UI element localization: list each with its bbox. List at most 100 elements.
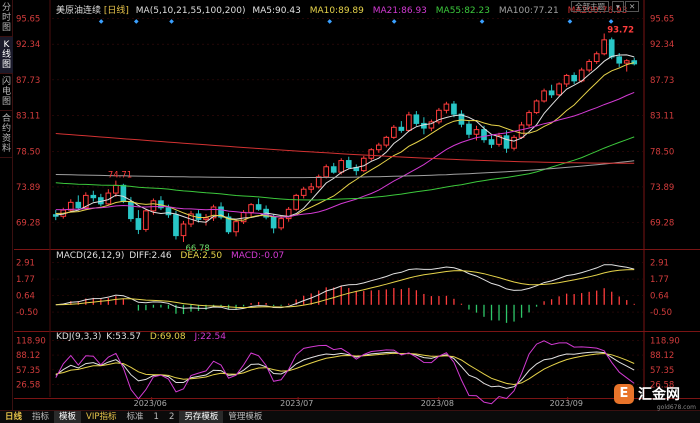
kdj-j-value: J:22.54 (194, 332, 226, 342)
candle-body (563, 74, 570, 85)
kdj-header: KDJ(9,3,3) K:53.57 D:69.08 J:22.54 (56, 332, 226, 342)
price-axis-label-right: 87.73 (650, 76, 674, 86)
kdj-k-value: K:53.57 (106, 332, 141, 342)
event-marker-icon: ◆ (392, 18, 397, 25)
candle-body (173, 214, 179, 237)
candle-body (150, 200, 157, 212)
kdj-axis-label-right: 26.58 (650, 381, 674, 391)
macd-axis-label-left: 0.64 (16, 291, 35, 301)
ma5-line (55, 54, 635, 223)
candle-body (368, 149, 375, 159)
kdj-k-line (55, 351, 635, 389)
menu-dropdown-button[interactable]: ▾ (612, 1, 624, 12)
candle-body (541, 90, 547, 102)
candle-body (300, 188, 307, 196)
candle-body (218, 206, 224, 218)
candle-body (451, 103, 457, 115)
kdj-d-line (55, 352, 635, 386)
event-marker-icon: ◆ (568, 18, 573, 25)
price-axis-label-right: 83.11 (650, 112, 674, 122)
macd-value: MACD:-0.07 (230, 251, 285, 261)
sidebar-tab-1[interactable]: K线图 (0, 37, 13, 74)
event-marker-icon: ◆ (327, 18, 332, 25)
candle-body (52, 214, 59, 217)
candle-body (481, 129, 487, 141)
toolbar-tab-page-2[interactable]: 2 (168, 412, 175, 422)
candle-body (473, 129, 480, 135)
price-axis-label-right: 95.65 (650, 15, 674, 25)
candle-body (225, 216, 232, 233)
macd-diff-value: DIFF:2.46 (129, 251, 172, 261)
candle-body (113, 184, 119, 194)
candle-body (413, 114, 420, 124)
macd-axis-label-right: 1.77 (650, 275, 669, 285)
macd-axis-label-right: 0.64 (650, 291, 669, 301)
candle-body (503, 135, 510, 149)
candle-body (593, 53, 600, 63)
candle-body (556, 83, 562, 96)
all-topics-button[interactable]: 全部主题 (571, 1, 609, 12)
kline-chart-svg[interactable]: 95.65 95.65 92.34 92.34 87.73 87.73 83.11 83.11… (14, 0, 700, 410)
toolbar-tab-vip-indicators[interactable]: VIP指标 (86, 412, 117, 422)
candle-body (293, 194, 299, 210)
date-axis-label: 2023/08 (421, 399, 454, 408)
close-chart-button[interactable]: ✕ (625, 1, 640, 12)
ma55-line (55, 136, 635, 201)
toolbar-tab-standard[interactable]: 标准 (126, 412, 144, 422)
sidebar-tab-0[interactable]: 分时图 (0, 0, 13, 37)
price-axis-label-right: 73.89 (650, 183, 674, 193)
manage-templates-button[interactable]: 管理模板 (228, 412, 263, 422)
price-axis-label-right: 78.50 (650, 147, 674, 157)
candle-body (398, 126, 405, 131)
candle-body (601, 39, 608, 55)
date-axis-label: 2023/06 (134, 399, 167, 408)
macd-axis-label-left: 2.91 (16, 259, 35, 269)
candle-body (383, 136, 390, 146)
price-axis-label-left: 87.73 (16, 76, 40, 86)
chart-mode-sidebar: 分时图 K线图 闪电图 合约资料 (0, 0, 13, 410)
period-tab-daily[interactable]: 日线 (5, 412, 23, 422)
candle-body (255, 204, 262, 210)
sidebar-tab-2[interactable]: 闪电图 (0, 74, 13, 111)
kdj-axis-label-left: 57.35 (16, 366, 40, 376)
ma10-line (55, 62, 635, 221)
kdj-d-value: D:69.08 (149, 332, 186, 342)
candle-body (345, 160, 352, 169)
kdj-axis-label-right: 88.12 (650, 351, 674, 361)
event-marker-icon: ◆ (99, 18, 104, 25)
candle-body (586, 61, 592, 71)
toolbar-tab-page-1[interactable]: 1 (153, 412, 159, 422)
candle-body (443, 103, 450, 111)
candle-body (608, 39, 615, 58)
candle-body (285, 208, 292, 220)
candle-body (270, 216, 277, 229)
candle-body (406, 114, 412, 131)
ma100-value: MA100:77.21 (498, 6, 559, 16)
candle-body (67, 201, 74, 211)
candle-body (466, 123, 472, 135)
ma21-line (55, 91, 635, 218)
kdj-axis-label-left: 26.58 (16, 381, 40, 391)
candle-body (278, 218, 284, 229)
swing-high-annotation: 74.71 (108, 171, 132, 181)
kdj-axis-label-left: 118.90 (16, 336, 46, 346)
toolbar-tab-indicators[interactable]: 指标 (32, 412, 50, 422)
save-template-button[interactable]: 另存模板 (179, 411, 224, 423)
high-price-annotation: 93.72 (607, 26, 634, 36)
candle-body (623, 60, 630, 64)
candle-body (248, 204, 254, 213)
ma21-value: MA21:86.93 (372, 6, 427, 16)
logo-text: 汇金网 (638, 387, 680, 403)
sidebar-tab-3[interactable]: 合约资料 (0, 111, 13, 158)
candle-body (90, 194, 97, 199)
candle-body (488, 139, 495, 145)
kdj-axis-label-left: 88.12 (16, 351, 40, 361)
chart-area[interactable]: 95.65 95.65 92.34 92.34 87.73 87.73 83.11 83.11… (14, 0, 700, 410)
candle-body (165, 207, 172, 216)
event-marker-icon: ◆ (134, 18, 139, 25)
toolbar-tab-templates[interactable]: 模板 (54, 411, 82, 423)
date-axis-label: 2023/07 (280, 399, 313, 408)
ma200-line (55, 133, 635, 164)
logo-domain: gold678.com (656, 404, 696, 411)
event-marker-icon: ◆ (169, 18, 174, 25)
